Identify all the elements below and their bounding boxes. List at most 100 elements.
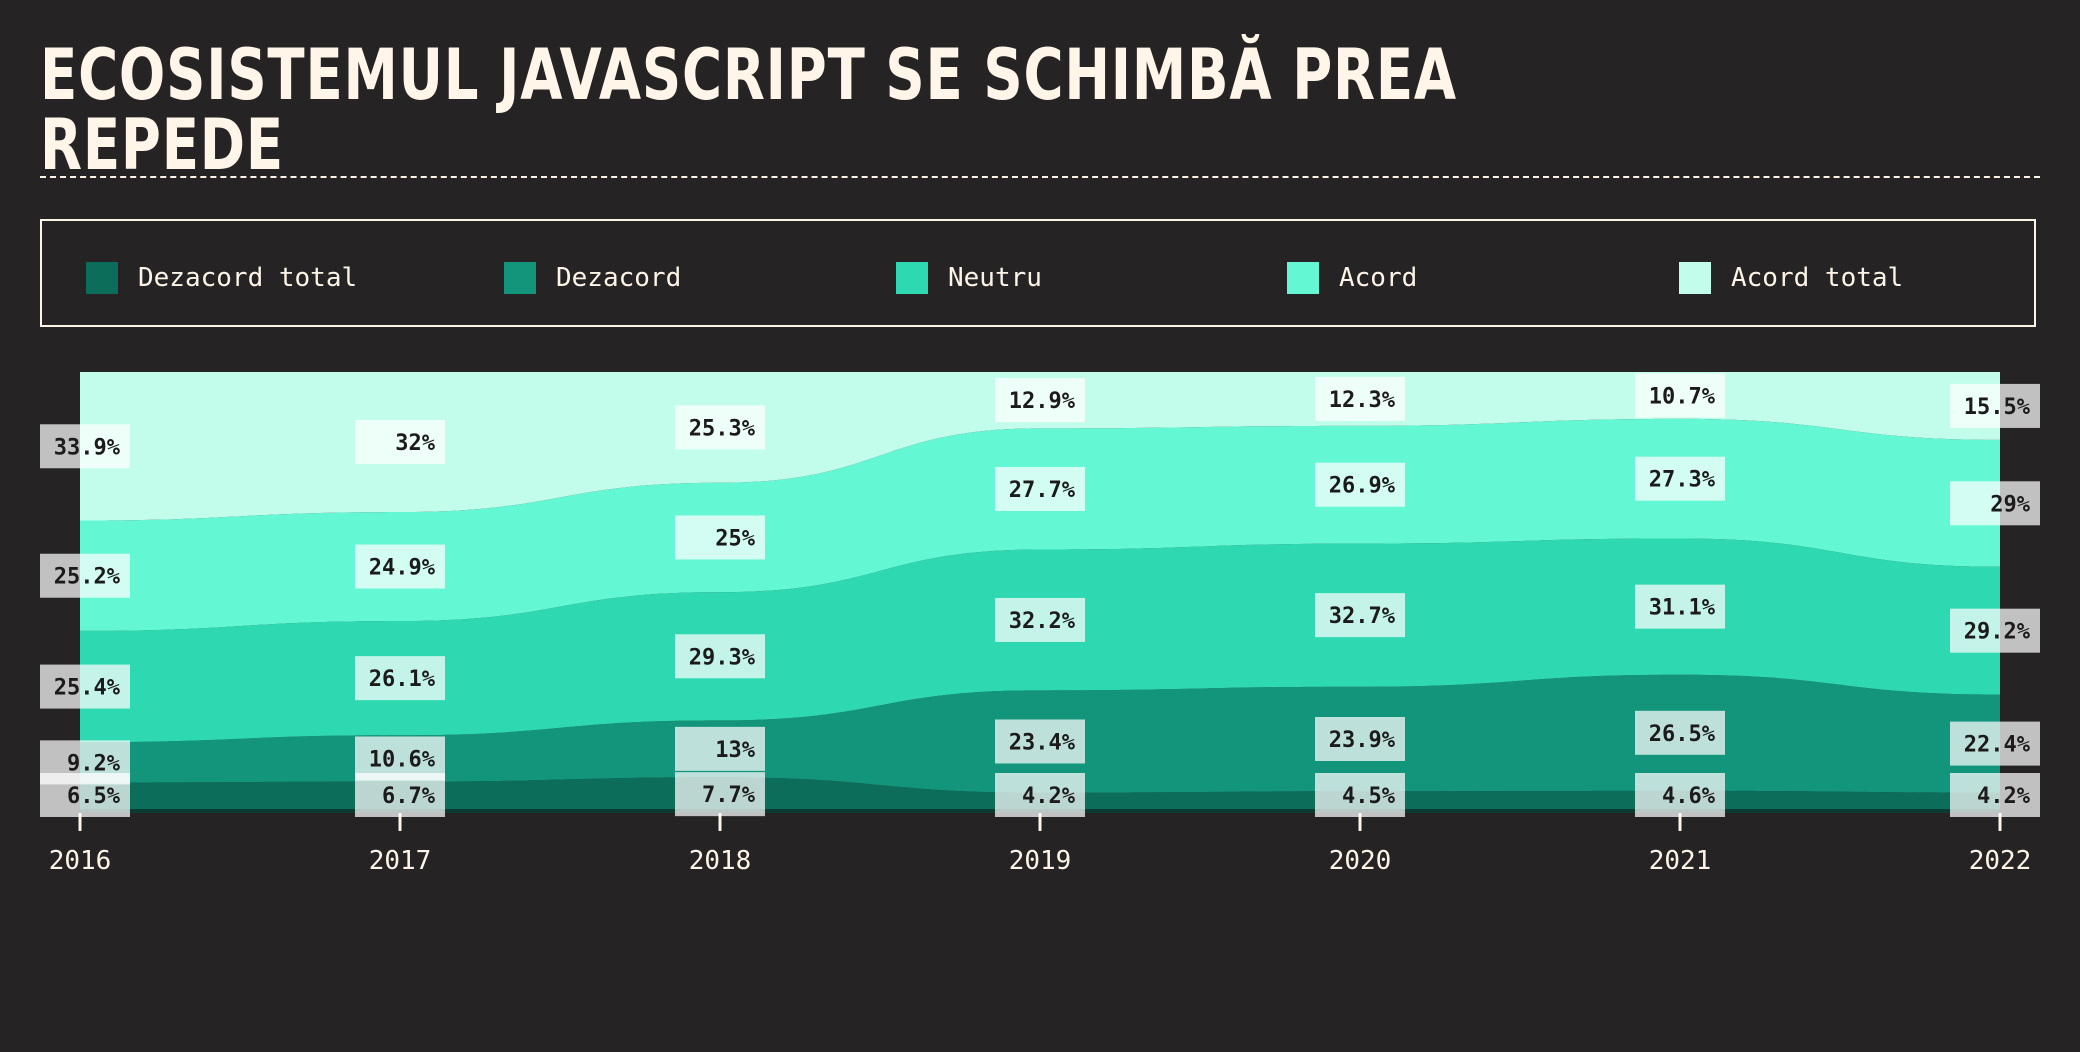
data-label: 25.3%	[675, 405, 765, 450]
data-label-text: 31.1%	[1649, 596, 1716, 621]
data-label: 4.5%	[1315, 773, 1405, 817]
x-tick-label: 2017	[369, 846, 432, 876]
legend-swatch-acord	[1287, 262, 1319, 294]
legend-item-dezacord: Dezacord	[504, 262, 681, 294]
data-label-text: 29.2%	[1964, 620, 2031, 645]
data-label: 23.4%	[995, 719, 1085, 764]
data-label-text: 23.9%	[1329, 728, 1396, 753]
data-label-text: 6.5%	[67, 784, 121, 809]
data-label-text: 15.5%	[1964, 395, 2031, 420]
data-label-text: 25.3%	[689, 416, 756, 441]
legend-item-dezacord-total: Dezacord total	[86, 262, 357, 294]
data-label: 23.9%	[1315, 717, 1405, 762]
data-label-text: 22.4%	[1964, 733, 2031, 758]
data-label-box	[1950, 721, 2040, 766]
legend-swatch-neutru	[896, 262, 928, 294]
legend: Dezacord total Dezacord Neutru Acord Aco…	[40, 219, 2036, 327]
data-label-box	[355, 420, 445, 465]
data-label: 32%	[355, 420, 445, 465]
legend-swatch-dezacord-total	[86, 262, 118, 294]
data-label-text: 12.3%	[1329, 388, 1396, 413]
area-acord-total	[80, 372, 2000, 521]
data-label-text: 4.6%	[1662, 784, 1716, 809]
x-tick-label: 2016	[49, 846, 112, 876]
data-label: 29%	[1950, 481, 2040, 526]
data-label: 12.3%	[1315, 376, 1405, 421]
data-label-box	[675, 634, 765, 679]
data-label-text: 32.7%	[1329, 604, 1396, 629]
data-label: 25.2%	[40, 553, 130, 598]
data-label-box	[1315, 462, 1405, 507]
data-label-text: 25.4%	[54, 676, 121, 701]
data-label-box	[1315, 717, 1405, 762]
x-tick-label: 2020	[1329, 846, 1392, 876]
x-tick-label: 2022	[1969, 846, 2032, 876]
data-label: 7.7%	[675, 772, 765, 817]
x-tick-label: 2019	[1009, 846, 1072, 876]
data-label-box	[995, 719, 1085, 764]
data-label-box	[1635, 773, 1725, 817]
legend-item-neutru: Neutru	[896, 262, 1042, 294]
legend-label-neutru: Neutru	[948, 263, 1042, 293]
legend-swatch-dezacord	[504, 262, 536, 294]
data-label-box	[40, 553, 130, 598]
data-label-text: 29.3%	[689, 645, 756, 670]
data-label-text: 32.2%	[1009, 609, 1076, 634]
data-label-box	[1635, 710, 1725, 755]
data-label: 25%	[675, 515, 765, 560]
data-label-box	[355, 544, 445, 589]
data-label: 4.2%	[995, 773, 1085, 817]
data-label-text: 27.7%	[1009, 478, 1076, 503]
data-label-box	[675, 772, 765, 817]
data-label: 13%	[675, 726, 765, 771]
data-label: 29.3%	[675, 634, 765, 679]
data-label-text: 7.7%	[702, 783, 756, 808]
legend-label-acord: Acord	[1339, 263, 1418, 293]
data-label: 9.2%	[40, 740, 130, 785]
data-label-box	[675, 726, 765, 771]
data-label-box	[1635, 456, 1725, 501]
data-label-box	[995, 466, 1085, 511]
data-label-text: 26.9%	[1329, 474, 1396, 499]
legend-item-acord: Acord	[1287, 262, 1417, 294]
data-label-box	[1315, 773, 1405, 817]
data-label-box	[675, 515, 765, 560]
data-label: 25.4%	[40, 664, 130, 709]
data-label-box	[40, 740, 130, 785]
data-label-text: 24.9%	[369, 556, 436, 581]
data-label-box	[355, 736, 445, 781]
data-label-box	[675, 405, 765, 450]
data-label-text: 4.2%	[1977, 784, 2031, 809]
data-label: 10.6%	[355, 736, 445, 781]
data-label-text: 29%	[1990, 492, 2030, 517]
legend-swatch-acord-total	[1679, 262, 1711, 294]
data-label: 24.9%	[355, 544, 445, 589]
data-label-box	[1950, 481, 2040, 526]
data-label-text: 33.9%	[54, 435, 121, 460]
data-label-box	[995, 597, 1085, 642]
data-label: 22.4%	[1950, 721, 2040, 766]
data-label-box	[1315, 376, 1405, 421]
data-label-text: 4.5%	[1342, 784, 1396, 809]
data-label-text: 27.3%	[1649, 468, 1716, 493]
data-label: 15.5%	[1950, 383, 2040, 428]
data-label-text: 6.7%	[382, 784, 436, 809]
data-label: 32.2%	[995, 597, 1085, 642]
data-label-text: 26.5%	[1649, 722, 1716, 747]
data-label: 12.9%	[995, 378, 1085, 423]
x-tick-label: 2018	[689, 846, 752, 876]
data-label-text: 26.1%	[369, 667, 436, 692]
data-label-text: 25%	[715, 526, 755, 551]
data-label: 31.1%	[1635, 584, 1725, 629]
data-label-box	[1950, 773, 2040, 817]
data-label: 10.7%	[1635, 373, 1725, 418]
data-label-box	[1950, 383, 2040, 428]
data-label-text: 25.2%	[54, 565, 121, 590]
data-label-box	[1950, 608, 2040, 653]
data-label: 33.9%	[40, 424, 130, 469]
data-label: 27.7%	[995, 466, 1085, 511]
data-label: 27.3%	[1635, 456, 1725, 501]
legend-label-dezacord: Dezacord	[556, 263, 682, 293]
data-label-text: 10.6%	[369, 747, 436, 772]
